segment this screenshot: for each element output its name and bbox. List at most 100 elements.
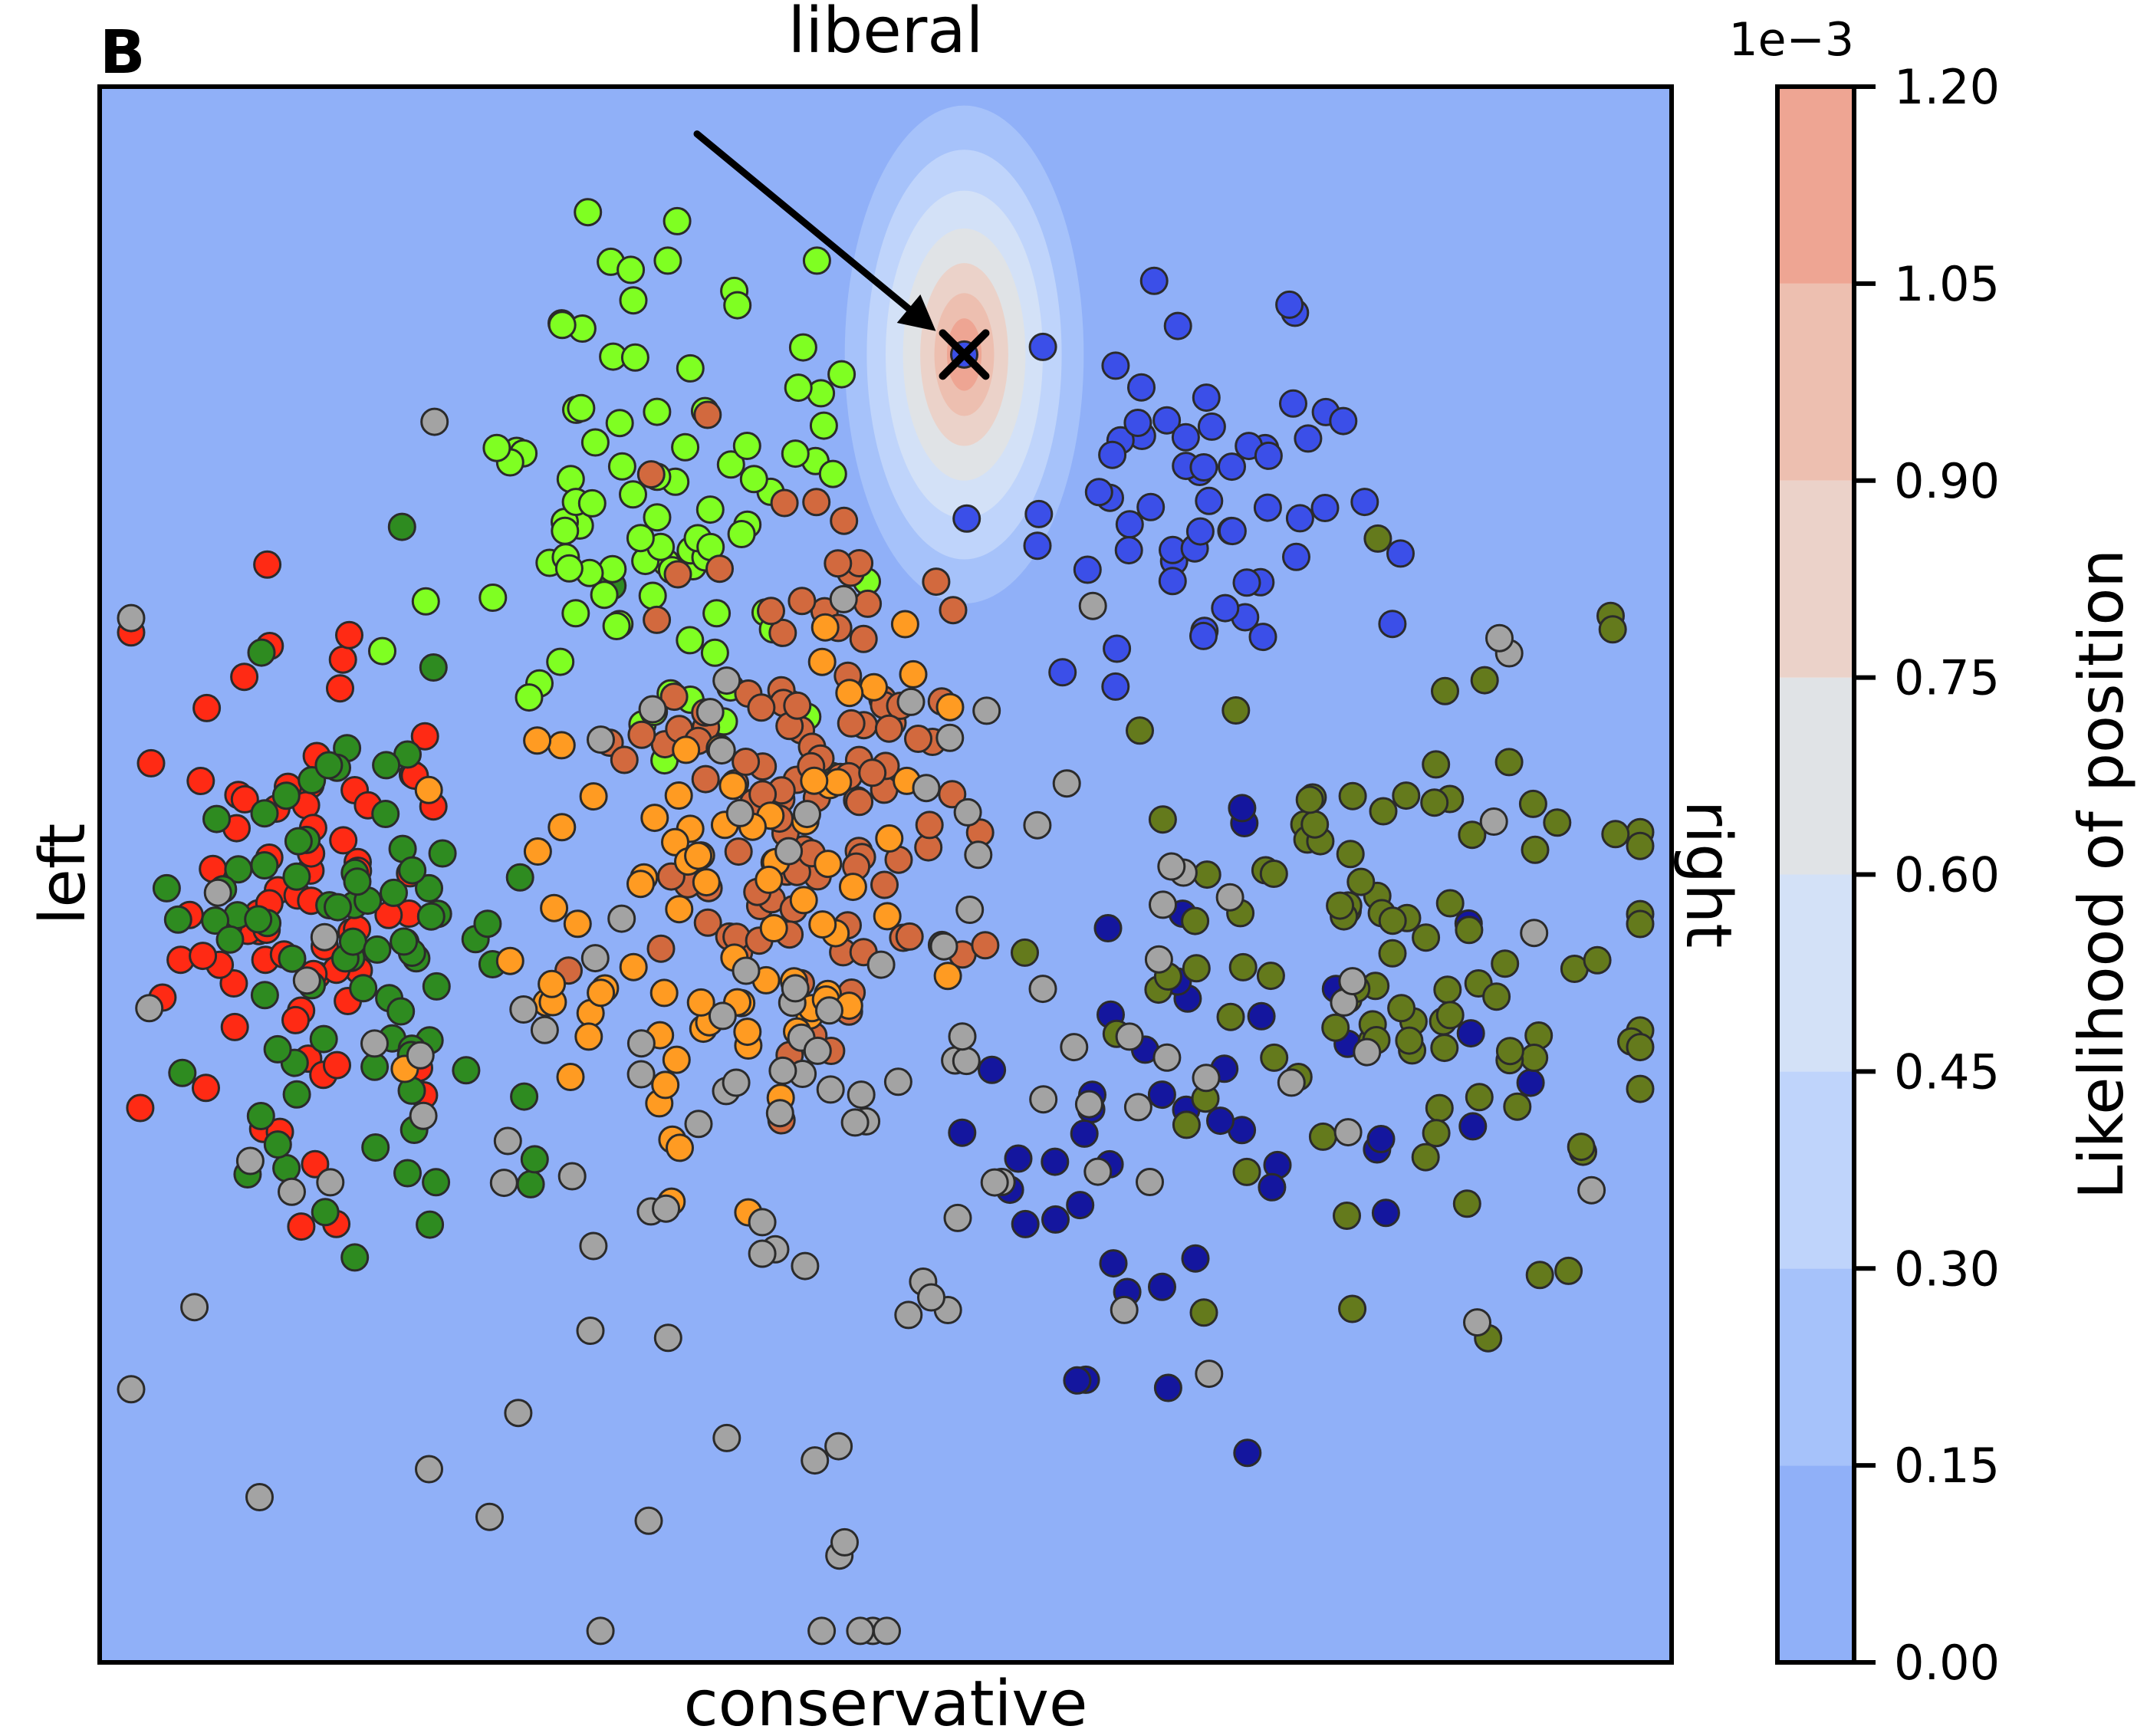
- data-point: [1192, 383, 1221, 413]
- data-point: [1583, 945, 1612, 975]
- data-point: [349, 974, 378, 1003]
- data-point: [540, 893, 569, 922]
- data-point: [948, 1022, 977, 1051]
- data-point: [1148, 1272, 1176, 1301]
- data-point: [360, 1052, 390, 1081]
- data-point: [1338, 1294, 1367, 1323]
- data-point: [1350, 488, 1379, 517]
- data-point: [1127, 373, 1156, 402]
- data-point: [250, 851, 279, 880]
- data-point: [733, 1018, 762, 1047]
- data-point: [793, 800, 821, 829]
- data-point: [1078, 591, 1107, 620]
- data-point: [1485, 623, 1514, 653]
- data-point: [409, 1101, 438, 1130]
- data-point: [676, 353, 705, 383]
- data-point: [747, 693, 776, 722]
- data-point: [748, 1239, 777, 1268]
- data-point: [1577, 1175, 1606, 1205]
- data-point: [326, 674, 354, 703]
- plot-frame: [97, 84, 1674, 1665]
- data-point: [802, 246, 831, 275]
- data-point: [686, 988, 715, 1017]
- data-point: [801, 1446, 830, 1475]
- data-point: [705, 554, 734, 584]
- data-point: [1153, 1373, 1182, 1402]
- data-point: [1378, 610, 1407, 639]
- data-point: [759, 914, 788, 942]
- data-point: [482, 433, 511, 462]
- data-point: [725, 798, 755, 827]
- data-point: [1321, 1013, 1350, 1042]
- data-point: [1247, 1001, 1276, 1031]
- data-point: [1139, 266, 1169, 295]
- x-marker-stroke-2: [939, 329, 990, 380]
- data-point: [219, 969, 248, 998]
- data-point: [1285, 504, 1314, 533]
- colorbar-bands: [1777, 87, 1854, 1662]
- data-point: [748, 1208, 777, 1237]
- data-point: [1192, 1064, 1221, 1093]
- data-point: [955, 896, 985, 924]
- data-point: [620, 343, 649, 372]
- data-point: [538, 969, 567, 998]
- data-point: [1195, 1360, 1224, 1389]
- data-point: [478, 584, 508, 612]
- data-point: [1395, 1026, 1424, 1055]
- highlighted-position: [693, 130, 990, 380]
- data-point: [1110, 1295, 1139, 1324]
- data-point: [1422, 1119, 1451, 1148]
- plot-area: [97, 84, 1674, 1665]
- data-point: [475, 1502, 504, 1531]
- data-point: [1520, 919, 1549, 948]
- data-point: [1158, 567, 1187, 596]
- data-point: [244, 905, 273, 934]
- data-point: [230, 784, 259, 814]
- data-point: [1248, 623, 1277, 652]
- data-point: [640, 804, 669, 833]
- data-point: [838, 873, 867, 902]
- data-point: [590, 580, 619, 610]
- data-point: [1259, 860, 1288, 888]
- data-point: [343, 867, 372, 896]
- data-point: [340, 1243, 370, 1272]
- data-point: [563, 909, 592, 939]
- data-point: [636, 460, 666, 489]
- data-point: [1338, 781, 1367, 810]
- data-point: [929, 932, 958, 961]
- data-point: [768, 1056, 797, 1085]
- data-point: [587, 725, 615, 755]
- data-point: [1456, 1019, 1485, 1048]
- bottom-axis-label: conservative: [684, 1668, 1088, 1736]
- data-point: [323, 1050, 351, 1080]
- data-point: [768, 618, 797, 647]
- data-point: [1387, 994, 1416, 1023]
- data-point: [1256, 962, 1285, 991]
- data-point: [406, 1041, 435, 1070]
- data-point: [810, 613, 840, 642]
- data-point: [626, 870, 655, 899]
- data-point: [1329, 406, 1358, 436]
- data-point: [292, 966, 321, 995]
- colorbar-tick-label: 1.20: [1894, 59, 2000, 115]
- data-point: [510, 1082, 539, 1111]
- data-point: [824, 1432, 853, 1461]
- data-point: [663, 206, 692, 235]
- data-point: [420, 407, 449, 436]
- data-point: [896, 687, 926, 716]
- data-point: [577, 488, 607, 518]
- data-point: [282, 1080, 311, 1109]
- data-point: [716, 450, 745, 479]
- data-point: [917, 1283, 945, 1312]
- data-point: [1275, 290, 1304, 319]
- data-point: [723, 291, 752, 320]
- colorbar-band-3: [1777, 874, 1854, 1072]
- data-point: [282, 862, 311, 891]
- data-point: [693, 908, 722, 937]
- data-point: [263, 1034, 292, 1064]
- data-point: [784, 373, 813, 403]
- data-point: [626, 524, 655, 553]
- data-point: [314, 751, 344, 780]
- panel-label: B: [100, 18, 145, 87]
- data-point: [652, 1194, 681, 1223]
